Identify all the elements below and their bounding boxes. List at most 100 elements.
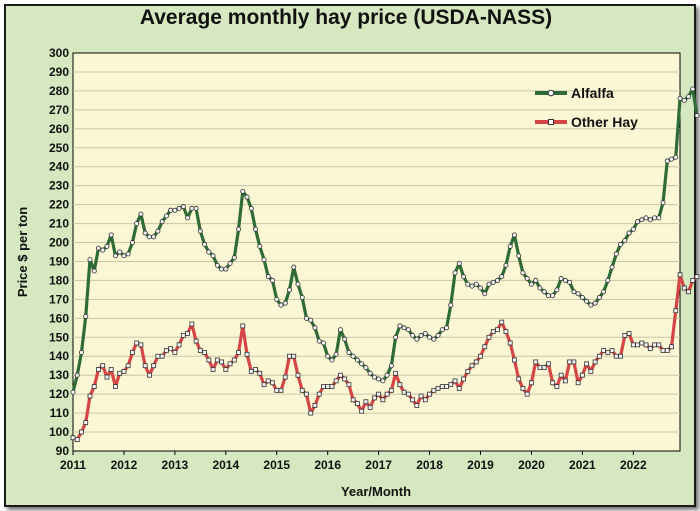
- data-point: [686, 289, 691, 295]
- data-point: [465, 368, 471, 374]
- data-point: [469, 363, 475, 369]
- data-point: [503, 329, 509, 335]
- data-point: [291, 353, 297, 359]
- data-point: [325, 353, 331, 359]
- data-point: [95, 245, 101, 251]
- data-point: [652, 342, 657, 348]
- data-point: [630, 226, 636, 232]
- plot-area: [72, 52, 681, 452]
- x-tick-label: 2016: [314, 458, 341, 472]
- data-point: [274, 296, 280, 302]
- y-tick-label: 140: [49, 349, 69, 363]
- data-point: [155, 353, 161, 359]
- data-point: [571, 289, 577, 295]
- data-point: [78, 349, 84, 355]
- data-point: [656, 342, 662, 348]
- data-point: [643, 215, 649, 221]
- data-point: [456, 260, 462, 266]
- data-point: [613, 353, 619, 359]
- data-point: [151, 234, 157, 240]
- data-point: [401, 389, 407, 395]
- data-point: [469, 283, 475, 289]
- data-point: [609, 348, 615, 353]
- data-point: [558, 276, 564, 282]
- data-point: [304, 391, 309, 397]
- data-point: [248, 368, 254, 374]
- data-point: [316, 391, 322, 397]
- data-point: [117, 370, 123, 376]
- data-point: [546, 361, 551, 367]
- y-tick-label: 180: [49, 273, 69, 287]
- data-point: [694, 113, 700, 119]
- data-point: [465, 281, 471, 287]
- data-point: [486, 334, 492, 340]
- data-point: [206, 249, 212, 255]
- data-point: [376, 376, 382, 382]
- data-point: [287, 353, 292, 359]
- data-point: [694, 274, 700, 280]
- data-point: [185, 215, 191, 221]
- data-point: [660, 200, 666, 206]
- data-point: [163, 213, 169, 219]
- data-point: [219, 266, 225, 272]
- data-point: [142, 230, 148, 236]
- data-point: [159, 219, 165, 225]
- data-point: [427, 334, 433, 340]
- data-point: [529, 380, 534, 386]
- data-point: [193, 338, 199, 344]
- x-tick-label: 2021: [569, 458, 596, 472]
- data-point: [253, 226, 259, 232]
- data-point: [70, 435, 76, 441]
- data-point: [338, 372, 343, 378]
- data-point: [473, 359, 479, 365]
- y-tick-label: 220: [49, 198, 69, 212]
- data-point: [248, 205, 254, 211]
- data-point: [363, 365, 369, 371]
- data-point: [91, 384, 97, 389]
- data-point: [367, 370, 373, 376]
- data-point: [435, 386, 441, 391]
- data-point: [236, 350, 241, 355]
- data-point: [507, 340, 513, 346]
- data-point: [405, 327, 411, 333]
- data-point: [278, 302, 284, 308]
- data-point: [244, 194, 250, 200]
- data-point: [639, 340, 645, 346]
- legend-item-alfalfa: Alfalfa: [535, 85, 614, 101]
- data-point: [388, 363, 394, 369]
- x-tick-label: 2020: [518, 458, 545, 472]
- data-point: [121, 253, 127, 259]
- data-point: [418, 332, 424, 338]
- data-point: [452, 270, 458, 276]
- legend-item-other-hay: Other Hay: [535, 114, 638, 130]
- y-tick-label: 110: [50, 406, 70, 420]
- data-point: [240, 323, 246, 329]
- data-point: [579, 372, 585, 378]
- data-point: [622, 238, 628, 244]
- data-point: [197, 348, 203, 353]
- data-point: [303, 315, 309, 321]
- data-point: [660, 348, 666, 353]
- y-tick-label: 130: [49, 368, 69, 382]
- data-point: [74, 437, 80, 443]
- data-point: [185, 331, 191, 336]
- data-point: [282, 374, 288, 380]
- x-tick-label: 2019: [467, 458, 494, 472]
- data-point: [601, 348, 606, 353]
- data-point: [643, 342, 649, 348]
- data-point: [367, 405, 373, 410]
- data-point: [337, 327, 343, 333]
- data-point: [197, 228, 203, 234]
- data-point: [130, 350, 135, 355]
- legend: Alfalfa Other Hay: [535, 85, 638, 130]
- data-point: [193, 205, 199, 211]
- data-point: [541, 365, 547, 371]
- data-point: [401, 325, 407, 331]
- data-point: [87, 393, 93, 399]
- data-point: [112, 253, 118, 259]
- data-point: [528, 281, 534, 287]
- data-point: [554, 287, 560, 293]
- data-point: [461, 376, 466, 382]
- data-point: [452, 378, 458, 384]
- data-point: [70, 389, 76, 395]
